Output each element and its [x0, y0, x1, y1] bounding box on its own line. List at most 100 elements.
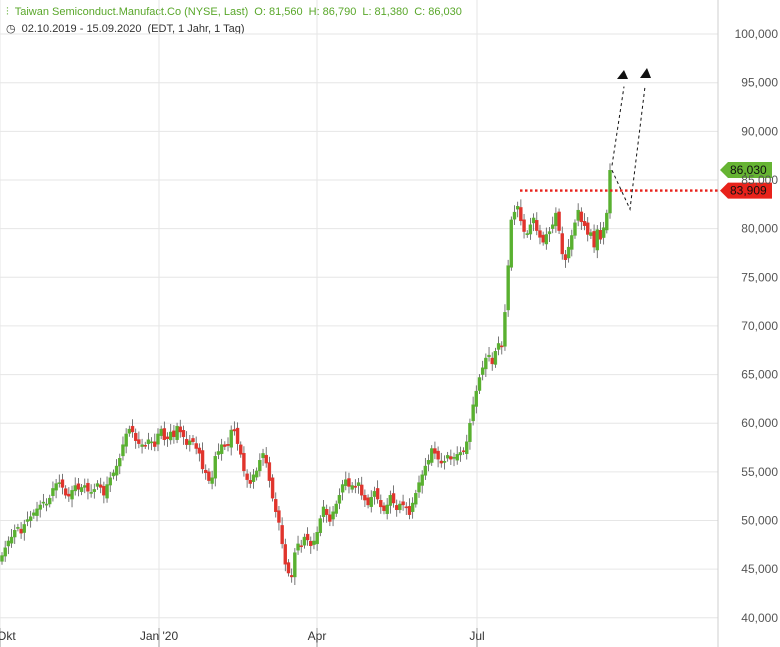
candle	[207, 468, 211, 485]
candle-body	[286, 562, 291, 574]
candle	[430, 445, 434, 466]
candle-body	[490, 357, 494, 365]
resistance-tag-text: 83,909	[730, 184, 767, 198]
candle	[458, 446, 463, 462]
candle	[442, 455, 447, 470]
candle	[407, 498, 412, 520]
instrument-title: Taiwan Semiconduct.Manufact.Co (NYSE, La…	[14, 6, 249, 18]
candle-body	[531, 217, 536, 224]
candle-body	[318, 518, 323, 533]
candle	[83, 478, 87, 494]
candle	[251, 469, 256, 489]
last-price-tag-shape	[720, 161, 772, 178]
candle-body	[70, 490, 74, 500]
candle-body	[601, 227, 606, 238]
candle	[133, 428, 138, 449]
candle-body	[477, 377, 482, 391]
candle	[445, 451, 450, 462]
candle	[149, 437, 154, 451]
candle	[79, 484, 84, 496]
candle	[474, 385, 479, 414]
candle-body	[356, 482, 361, 486]
candle-body	[108, 477, 112, 486]
chart-subheader: ◷ 02.10.2019 - 15.09.2020 (EDT, 1 Jahr, 1 …	[6, 22, 251, 35]
candle	[353, 479, 358, 494]
candle	[452, 452, 456, 467]
candle	[296, 535, 300, 555]
candle-body	[442, 460, 447, 463]
candle-body	[353, 485, 358, 488]
candle	[512, 205, 517, 226]
candle	[309, 536, 313, 554]
candle-body	[544, 234, 549, 245]
y-tick-label: 90,000	[741, 124, 778, 138]
candle-body	[73, 485, 77, 492]
candle-body	[184, 438, 189, 445]
candle-body	[293, 552, 297, 578]
candle	[544, 227, 549, 250]
candle-body	[296, 543, 300, 551]
candle	[286, 559, 291, 577]
candle-body	[63, 488, 68, 496]
candle	[169, 423, 173, 445]
candle-body	[576, 209, 580, 221]
candle	[573, 219, 577, 239]
y-tick-label: 60,000	[741, 416, 778, 430]
candle-body	[512, 211, 517, 220]
candle	[449, 449, 453, 465]
candle-body	[229, 429, 233, 448]
candle-body	[535, 220, 539, 231]
candle	[140, 438, 144, 454]
candle-body	[60, 479, 65, 488]
candle	[439, 452, 443, 468]
candle-body	[445, 455, 450, 459]
y-tick-label: 55,000	[741, 465, 778, 479]
candle-body	[385, 504, 389, 514]
candle	[258, 453, 262, 477]
candle-body	[137, 439, 141, 444]
candle	[570, 229, 574, 257]
low-value: L: 81,380	[362, 6, 409, 18]
candle-body	[98, 484, 103, 488]
candle-body	[149, 441, 154, 444]
candle-body	[522, 219, 526, 232]
candle-body	[360, 484, 364, 496]
candle	[210, 470, 214, 490]
candle	[293, 548, 297, 586]
candle-body	[25, 519, 30, 522]
candle	[528, 217, 533, 240]
candle-body	[328, 514, 332, 522]
candle-body	[83, 485, 87, 488]
candle-body	[194, 443, 198, 449]
last-price-tag-text: 86,030	[730, 163, 767, 177]
candle-body	[388, 495, 393, 506]
candle-body	[589, 232, 593, 236]
candle-body	[426, 459, 431, 465]
candle-body	[395, 505, 399, 511]
candle-body	[605, 212, 609, 231]
candle-body	[423, 465, 428, 476]
candle-body	[515, 206, 520, 210]
candle	[92, 483, 97, 499]
candle	[60, 473, 65, 495]
axes: 100,000 95,000 90,000 85,000 80,000 75,000 70,…	[0, 27, 778, 647]
candle	[305, 527, 310, 546]
candle	[16, 523, 20, 532]
candle	[535, 212, 539, 236]
candle	[204, 464, 208, 480]
candle-body	[207, 471, 211, 481]
candle-body	[118, 458, 122, 467]
candle	[506, 259, 510, 317]
candle	[519, 199, 523, 226]
candle	[3, 540, 7, 562]
candle-body	[375, 488, 380, 500]
candle-body	[251, 474, 256, 482]
candle	[324, 504, 329, 523]
candle-body	[258, 459, 262, 472]
candle	[480, 360, 485, 381]
candle	[197, 443, 202, 462]
candle-body	[525, 233, 529, 235]
x-tick-label: Jul	[469, 629, 484, 643]
candle-body	[216, 451, 221, 455]
